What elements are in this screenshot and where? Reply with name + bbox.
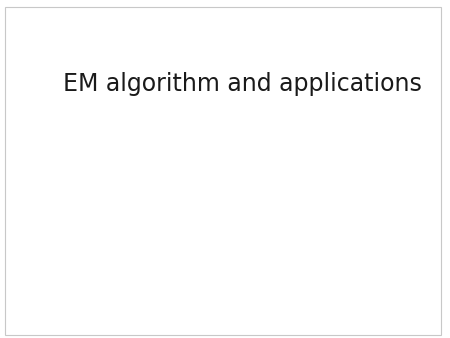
Text: EM algorithm and applications: EM algorithm and applications bbox=[63, 72, 422, 97]
